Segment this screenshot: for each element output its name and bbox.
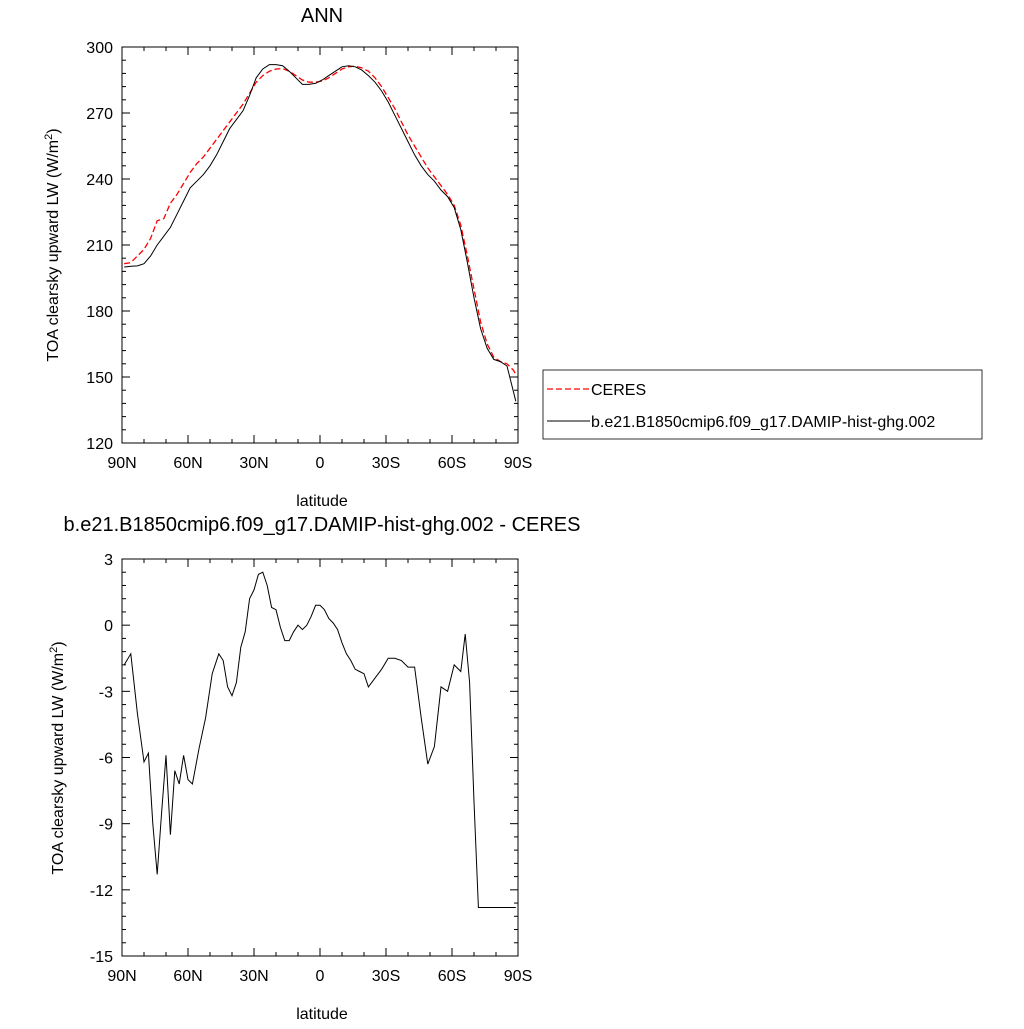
top-axis-ticks: 90N 60N 30N 0 30S 60S 90S 120 150 180 210 240 270 300 <box>86 40 532 472</box>
top-xtick-label: 60N <box>173 455 202 472</box>
bottom-series-line-0 <box>123 571 516 908</box>
top-xtick-label: 30N <box>239 455 268 472</box>
top-ytick-label: 210 <box>86 238 113 255</box>
bottom-xtick-label: 30S <box>372 968 400 985</box>
bottom-xtick-label: 90S <box>504 968 532 985</box>
top-ylabel: TOA clearsky upward LW (W/m2) <box>43 128 62 361</box>
legend: CERES b.e21.B1850cmip6.f09_g17.DAMIP-his… <box>542 369 983 440</box>
bottom-xtick-label: 90N <box>107 968 136 985</box>
bottom-ylabel: TOA clearsky upward LW (W/m2) <box>48 641 67 874</box>
bottom-ytick-label: -9 <box>99 817 113 834</box>
bottom-ytick-label: -12 <box>90 883 113 900</box>
bottom-xtick-label: 30N <box>239 968 268 985</box>
top-title: ANN <box>301 5 343 27</box>
top-xtick-label: 60S <box>438 455 466 472</box>
top-xtick-label: 90S <box>504 455 532 472</box>
bottom-ytick-label: 3 <box>104 552 113 569</box>
top-ytick-label: 120 <box>86 436 113 453</box>
top-ytick-label: 270 <box>86 106 113 123</box>
top-ylabel-tail: ) <box>45 128 62 133</box>
bottom-series-lines <box>123 571 516 908</box>
top-xtick-label: 90N <box>107 455 136 472</box>
bottom-ytick-label: -6 <box>99 751 113 768</box>
top-series-lines <box>124 64 517 402</box>
top-xtick-label: 0 <box>316 455 325 472</box>
bottom-title: b.e21.B1850cmip6.f09_g17.DAMIP-hist-ghg.… <box>64 514 581 536</box>
bottom-ytick-label: -3 <box>99 684 113 701</box>
legend-model-label: b.e21.B1850cmip6.f09_g17.DAMIP-hist-ghg.… <box>591 414 935 431</box>
bottom-ylabel-tail: ) <box>50 641 67 646</box>
top-ytick-label: 180 <box>86 304 113 321</box>
top-plot-frame <box>121 46 519 444</box>
legend-box <box>542 369 983 440</box>
legend-ceres-label: CERES <box>591 382 646 399</box>
bottom-ylabel-main: TOA clearsky upward LW (W/m <box>50 653 67 875</box>
bottom-plot-frame <box>121 558 519 957</box>
top-xlabel: latitude <box>296 493 348 510</box>
bottom-xlabel: latitude <box>296 1006 348 1023</box>
top-ylabel-sup: 2 <box>43 134 55 140</box>
top-ylabel-main: TOA clearsky upward LW (W/m <box>45 140 62 362</box>
bottom-xtick-label: 60N <box>173 968 202 985</box>
top-ytick-label: 240 <box>86 172 113 189</box>
bottom-ytick-label: -15 <box>90 949 113 966</box>
bottom-ytick-label: 0 <box>104 618 113 635</box>
top-panel: ANN latitude TOA clearsky upward LW (W/m… <box>43 5 532 510</box>
bottom-ylabel-sup: 2 <box>48 647 60 653</box>
top-ytick-label: 300 <box>86 40 113 57</box>
top-ytick-label: 150 <box>86 370 113 387</box>
bottom-xtick-label: 0 <box>316 968 325 985</box>
top-series-line-1 <box>124 64 517 402</box>
bottom-panel: b.e21.B1850cmip6.f09_g17.DAMIP-hist-ghg.… <box>48 514 580 1023</box>
top-series-line-0 <box>124 65 517 376</box>
bottom-xtick-label: 60S <box>438 968 466 985</box>
bottom-axis-ticks: 90N 60N 30N 0 30S 60S 90S -15 -12 -9 -6 -3 0 3 <box>90 552 532 985</box>
top-xtick-label: 30S <box>372 455 400 472</box>
